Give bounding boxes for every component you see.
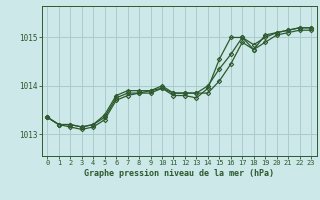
X-axis label: Graphe pression niveau de la mer (hPa): Graphe pression niveau de la mer (hPa) (84, 169, 274, 178)
